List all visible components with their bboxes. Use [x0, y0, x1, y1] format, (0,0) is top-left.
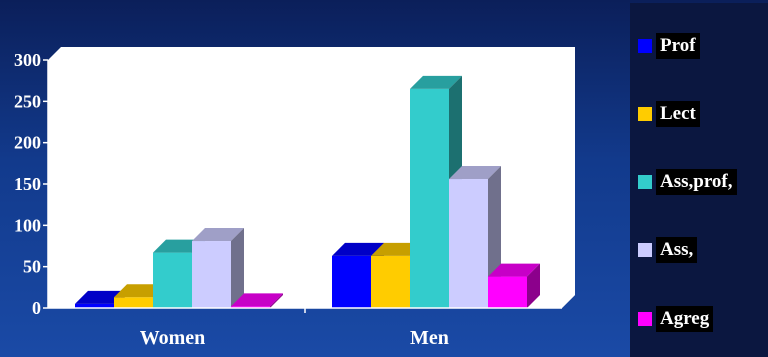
legend-swatch [638, 39, 652, 53]
legend-item: Ass, [630, 235, 697, 265]
legend-label: Lect [656, 101, 700, 127]
y-tick-label: 150 [14, 174, 41, 194]
x-axis: Women Men [48, 308, 562, 349]
y-axis: 0 50 100 150 200 250 300 [14, 50, 48, 318]
legend-label: Ass,prof, [656, 169, 737, 195]
bar-front [410, 89, 449, 308]
bar-front [153, 253, 192, 308]
x-category-label: Women [140, 327, 206, 349]
y-tick-label: 0 [32, 298, 41, 318]
bar-front [114, 297, 153, 308]
legend-label: Ass, [656, 237, 697, 263]
bar-agreg-men [488, 264, 540, 308]
legend-item: Prof [630, 31, 700, 61]
bar-ass-women [192, 228, 244, 308]
y-tick-label: 250 [14, 91, 41, 111]
bar-chart: 0 50 100 150 200 250 300 Women Men [0, 0, 630, 357]
bar-front [192, 241, 231, 308]
bar-front [332, 256, 371, 308]
legend-swatch [638, 312, 652, 326]
legend-swatch [638, 107, 652, 121]
legend-label: Prof [656, 33, 700, 59]
y-tick-label: 300 [14, 50, 41, 70]
bar-front [371, 256, 410, 308]
y-tick-label: 200 [14, 133, 41, 153]
legend-label: Agreg [656, 306, 713, 332]
y-tick-label: 100 [14, 215, 41, 235]
legend-swatch [638, 175, 652, 189]
legend-item: Lect [630, 99, 700, 129]
legend: Prof Lect Ass,prof, Ass, Agreg [630, 3, 768, 357]
legend-swatch [638, 243, 652, 257]
legend-item: Agreg [630, 304, 713, 334]
bar-front [488, 277, 527, 308]
x-category-label: Men [410, 327, 449, 349]
legend-item: Ass,prof, [630, 167, 737, 197]
y-tick-label: 50 [23, 257, 41, 277]
bar-front [449, 179, 488, 308]
